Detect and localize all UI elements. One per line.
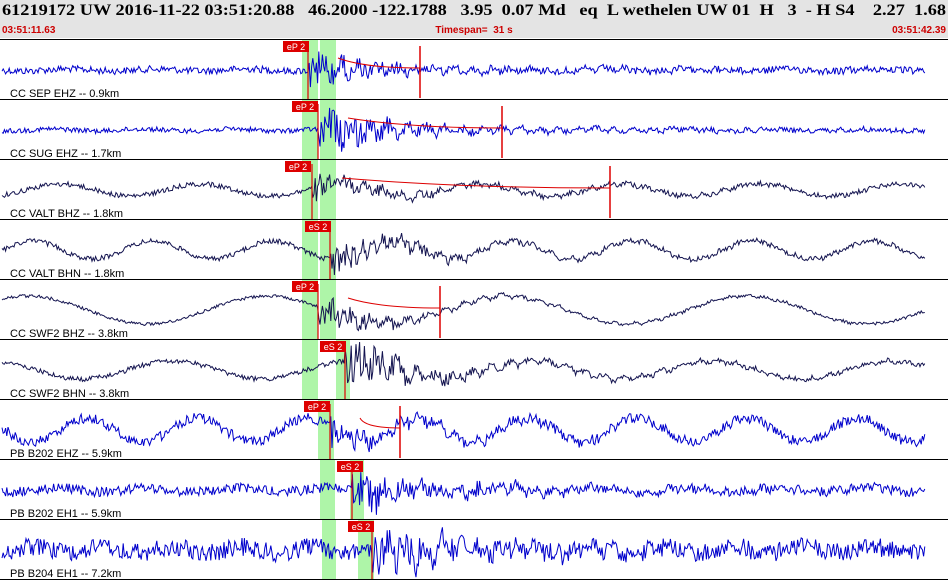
waveform [1, 472, 926, 515]
trace: eP 2 CC SEP EHZ -- 0.9km [0, 40, 948, 100]
trace: eP 2 CC VALT BHZ -- 1.8km [0, 160, 948, 220]
trace-label: CC SEP EHZ -- 0.9km [10, 88, 119, 100]
trace: eS 2 CC VALT BHN -- 1.8km [0, 220, 948, 280]
pick-label: eS 2 [341, 462, 360, 472]
pick-window [336, 340, 350, 400]
end-time: 03:51:42.39 [892, 25, 946, 36]
coda-envelope [337, 57, 421, 69]
traces: eP 2 CC SEP EHZ -- 0.9km eP 2 CC SUG EHZ --… [0, 39, 948, 580]
coda-envelope [347, 297, 441, 309]
pick-tag [283, 41, 309, 52]
trace: eP 2 CC SUG EHZ -- 1.7km [0, 100, 948, 160]
waveform [1, 107, 926, 152]
trace-label: CC SWF2 BHZ -- 3.8km [10, 328, 128, 340]
trace: eP 2 PB B202 EHZ -- 5.9km [0, 400, 948, 460]
pick-label: eP 2 [289, 162, 307, 172]
pick-tag [285, 161, 311, 172]
pick-window [320, 460, 335, 520]
pick-window [320, 280, 336, 340]
waveform [1, 411, 926, 453]
trace-label: PB B202 EHZ -- 5.9km [10, 448, 122, 460]
pick-window [302, 280, 318, 340]
coda-envelope [341, 177, 611, 189]
timespan: Timespan= 31 s [435, 25, 513, 36]
trace: eS 2 CC SWF2 BHN -- 3.8km [0, 340, 948, 400]
trace: eS 2 PB B202 EH1 -- 5.9km [0, 460, 948, 520]
waveform [1, 51, 926, 88]
pick-window [320, 160, 336, 220]
pick-tag [292, 281, 318, 292]
pick-tag [320, 341, 346, 352]
pick-label: eP 2 [287, 42, 305, 52]
trace-label: CC SWF2 BHN -- 3.8km [10, 388, 129, 400]
trace: eP 2 CC SWF2 BHZ -- 3.8km [0, 280, 948, 340]
pick-label: eS 2 [309, 222, 328, 232]
trace-label: CC VALT BHZ -- 1.8km [10, 208, 123, 220]
pick-tag [337, 461, 363, 472]
trace: eS 2 PB B204 EH1 -- 7.2km [0, 520, 948, 580]
trace-label: PB B202 EH1 -- 5.9km [10, 508, 121, 520]
pick-label: eS 2 [324, 342, 343, 352]
pick-tag [304, 401, 330, 412]
pick-label: eS 2 [352, 522, 371, 532]
coda-envelope [359, 417, 401, 429]
waveform [1, 232, 926, 276]
coda-envelope [347, 117, 503, 129]
trace-label: CC VALT BHN -- 1.8km [10, 268, 124, 280]
start-time: 03:51:11.63 [2, 25, 56, 36]
pick-tag [305, 221, 331, 232]
waveform [1, 291, 925, 332]
waveform [1, 341, 926, 387]
waveform [1, 173, 926, 204]
pick-label: eP 2 [296, 102, 314, 112]
waveform [1, 527, 926, 578]
pick-window [320, 40, 336, 100]
pick-window [302, 220, 318, 280]
pick-tag [292, 101, 318, 112]
header-bg [0, 0, 948, 38]
pick-label: eP 2 [308, 402, 326, 412]
trace-label: CC SUG EHZ -- 1.7km [10, 148, 121, 160]
event-header: 61219172 UW 2016-11-22 03:51:20.88 46.20… [2, 2, 946, 19]
trace-label: PB B204 EH1 -- 7.2km [10, 568, 121, 580]
pick-tag [348, 521, 374, 532]
pick-window [302, 160, 318, 220]
pick-label: eP 2 [296, 282, 314, 292]
